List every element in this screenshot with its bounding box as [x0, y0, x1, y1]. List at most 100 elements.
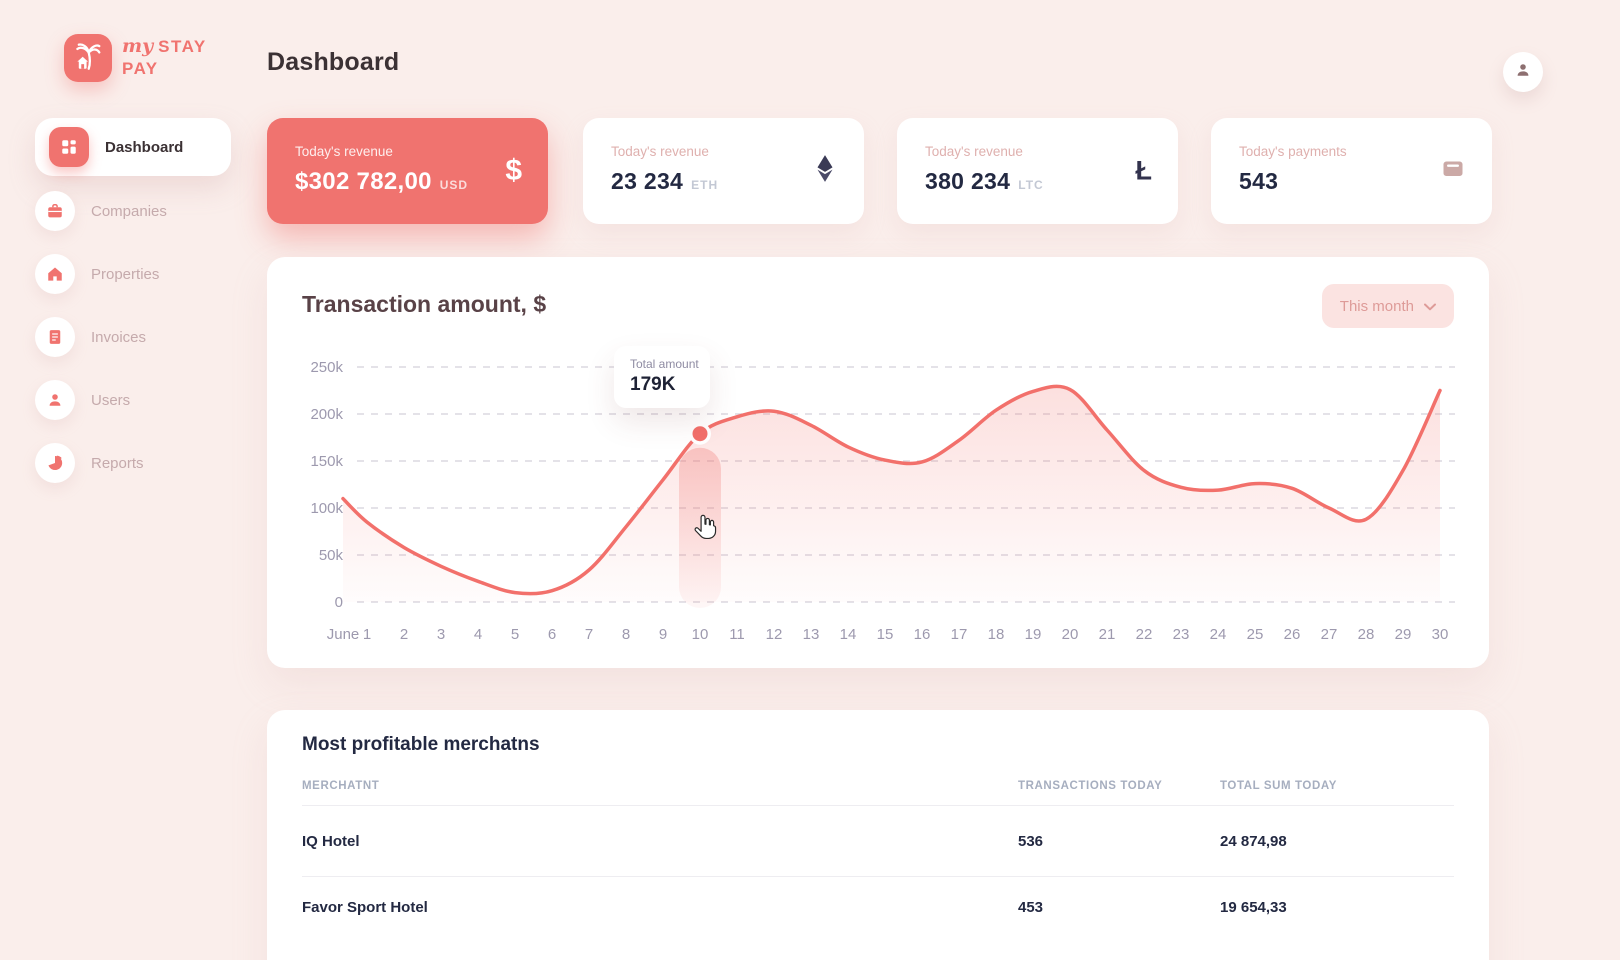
svg-text:250k: 250k [310, 359, 343, 376]
svg-text:23: 23 [1173, 626, 1190, 643]
stat-card-revenue-usd[interactable]: Today's revenue $302 782,00 USD $ [267, 118, 548, 224]
sidebar-item-label: Users [91, 391, 131, 409]
total-sum-today: 24 874,98 [1220, 833, 1287, 850]
svg-text:20: 20 [1062, 626, 1079, 643]
litecoin-icon: Ł [1135, 155, 1153, 186]
svg-text:10: 10 [692, 626, 709, 643]
logo-word-stay: STAY [158, 37, 207, 56]
stat-label: Today's revenue [925, 144, 1023, 159]
svg-text:2: 2 [400, 626, 408, 643]
svg-text:1: 1 [363, 626, 371, 643]
svg-text:30: 30 [1432, 626, 1449, 643]
period-filter-label: This month [1339, 297, 1414, 315]
svg-text:6: 6 [548, 626, 556, 643]
stat-label: Today's payments [1239, 144, 1347, 159]
svg-text:200k: 200k [310, 406, 343, 423]
svg-text:28: 28 [1358, 626, 1375, 643]
total-sum-today: 19 654,33 [1220, 899, 1287, 916]
row-divider [302, 876, 1454, 877]
svg-text:16: 16 [914, 626, 931, 643]
svg-text:9: 9 [659, 626, 667, 643]
svg-text:26: 26 [1284, 626, 1301, 643]
svg-text:3: 3 [437, 626, 445, 643]
logo-word-pay: PAY [122, 59, 159, 78]
stat-value: 23 234 [611, 168, 684, 194]
svg-text:12: 12 [766, 626, 783, 643]
stat-unit: USD [439, 178, 469, 192]
sidebar-item-invoices[interactable]: Invoices [35, 317, 231, 357]
column-header-transactions: TRANSACTIONS TODAY [1018, 780, 1163, 792]
user-avatar-button[interactable] [1503, 52, 1543, 92]
svg-text:15: 15 [877, 626, 894, 643]
sidebar-item-label: Properties [91, 265, 160, 283]
chart-tooltip: Total amount 179K [614, 345, 710, 408]
stat-label: Today's revenue [295, 144, 393, 159]
stat-card-revenue-ltc[interactable]: Today's revenue 380 234 LTC Ł [897, 118, 1178, 224]
dollar-icon: $ [505, 154, 522, 187]
svg-text:100k: 100k [310, 500, 343, 517]
briefcase-icon [35, 191, 75, 231]
sidebar-item-label: Invoices [91, 328, 147, 346]
svg-text:14: 14 [840, 626, 857, 643]
svg-text:5: 5 [511, 626, 519, 643]
merchant-name: IQ Hotel [302, 833, 360, 850]
user-icon [35, 380, 75, 420]
merchants-table-card: Most profitable merchatns MERCHATNT TRAN… [267, 710, 1489, 960]
tooltip-label: Total amount [630, 356, 699, 371]
sidebar-item-label: Dashboard [105, 138, 184, 156]
header-divider [302, 805, 1454, 806]
chart-title: Transaction amount, $ [302, 291, 547, 317]
palmtree-house-icon [71, 39, 105, 78]
table-title: Most profitable merchatns [302, 734, 540, 755]
svg-text:21: 21 [1099, 626, 1116, 643]
svg-text:17: 17 [951, 626, 968, 643]
svg-text:0: 0 [335, 594, 343, 611]
app-logo[interactable] [64, 34, 112, 82]
svg-text:150k: 150k [310, 453, 343, 470]
merchant-name: Favor Sport Hotel [302, 899, 428, 916]
transactions-today: 536 [1018, 833, 1044, 850]
stat-label: Today's revenue [611, 144, 709, 159]
svg-text:24: 24 [1210, 626, 1227, 643]
sidebar-item-label: Companies [91, 202, 167, 220]
tooltip-value: 179K [630, 373, 676, 395]
svg-text:50k: 50k [319, 547, 344, 564]
svg-text:19: 19 [1025, 626, 1042, 643]
period-filter-dropdown[interactable]: This month [1321, 284, 1454, 328]
svg-text:22: 22 [1136, 626, 1153, 643]
person-icon [1514, 61, 1532, 84]
transaction-chart-card: Transaction amount, $ This month 0 50k 100… [267, 257, 1489, 668]
svg-text:7: 7 [585, 626, 593, 643]
column-header-total: TOTAL SUM TODAY [1220, 780, 1337, 792]
sidebar-item-companies[interactable]: Companies [35, 191, 231, 231]
svg-text:27: 27 [1321, 626, 1338, 643]
sidebar-item-dashboard[interactable]: Dashboard [35, 118, 231, 176]
chevron-down-icon [1424, 298, 1436, 315]
svg-text:13: 13 [803, 626, 820, 643]
page-title: Dashboard [267, 48, 400, 76]
stat-unit: LTC [1018, 178, 1044, 192]
svg-text:18: 18 [988, 626, 1005, 643]
stat-card-payments[interactable]: Today's payments 543 [1211, 118, 1492, 224]
column-header-merchant: MERCHATNT [302, 780, 380, 792]
dashboard-icon [49, 127, 89, 167]
stat-card-revenue-eth[interactable]: Today's revenue 23 234 ETH [583, 118, 864, 224]
ethereum-icon [812, 154, 838, 189]
svg-text:11: 11 [729, 626, 745, 643]
stat-value: 543 [1239, 168, 1279, 194]
logo-wordmark: my STAY PAY [122, 36, 207, 80]
stat-value: $302 782,00 [295, 168, 432, 195]
sidebar-item-reports[interactable]: Reports [35, 443, 231, 483]
pie-chart-icon [35, 443, 75, 483]
sidebar-item-label: Reports [91, 454, 144, 472]
stat-unit: ETH [691, 178, 719, 192]
home-icon [35, 254, 75, 294]
svg-text:8: 8 [622, 626, 630, 643]
invoice-icon [35, 317, 75, 357]
sidebar-item-properties[interactable]: Properties [35, 254, 231, 294]
logo-word-my: my [122, 35, 154, 57]
svg-text:25: 25 [1247, 626, 1264, 643]
sidebar-item-users[interactable]: Users [35, 380, 231, 420]
wallet-icon [1440, 157, 1466, 186]
